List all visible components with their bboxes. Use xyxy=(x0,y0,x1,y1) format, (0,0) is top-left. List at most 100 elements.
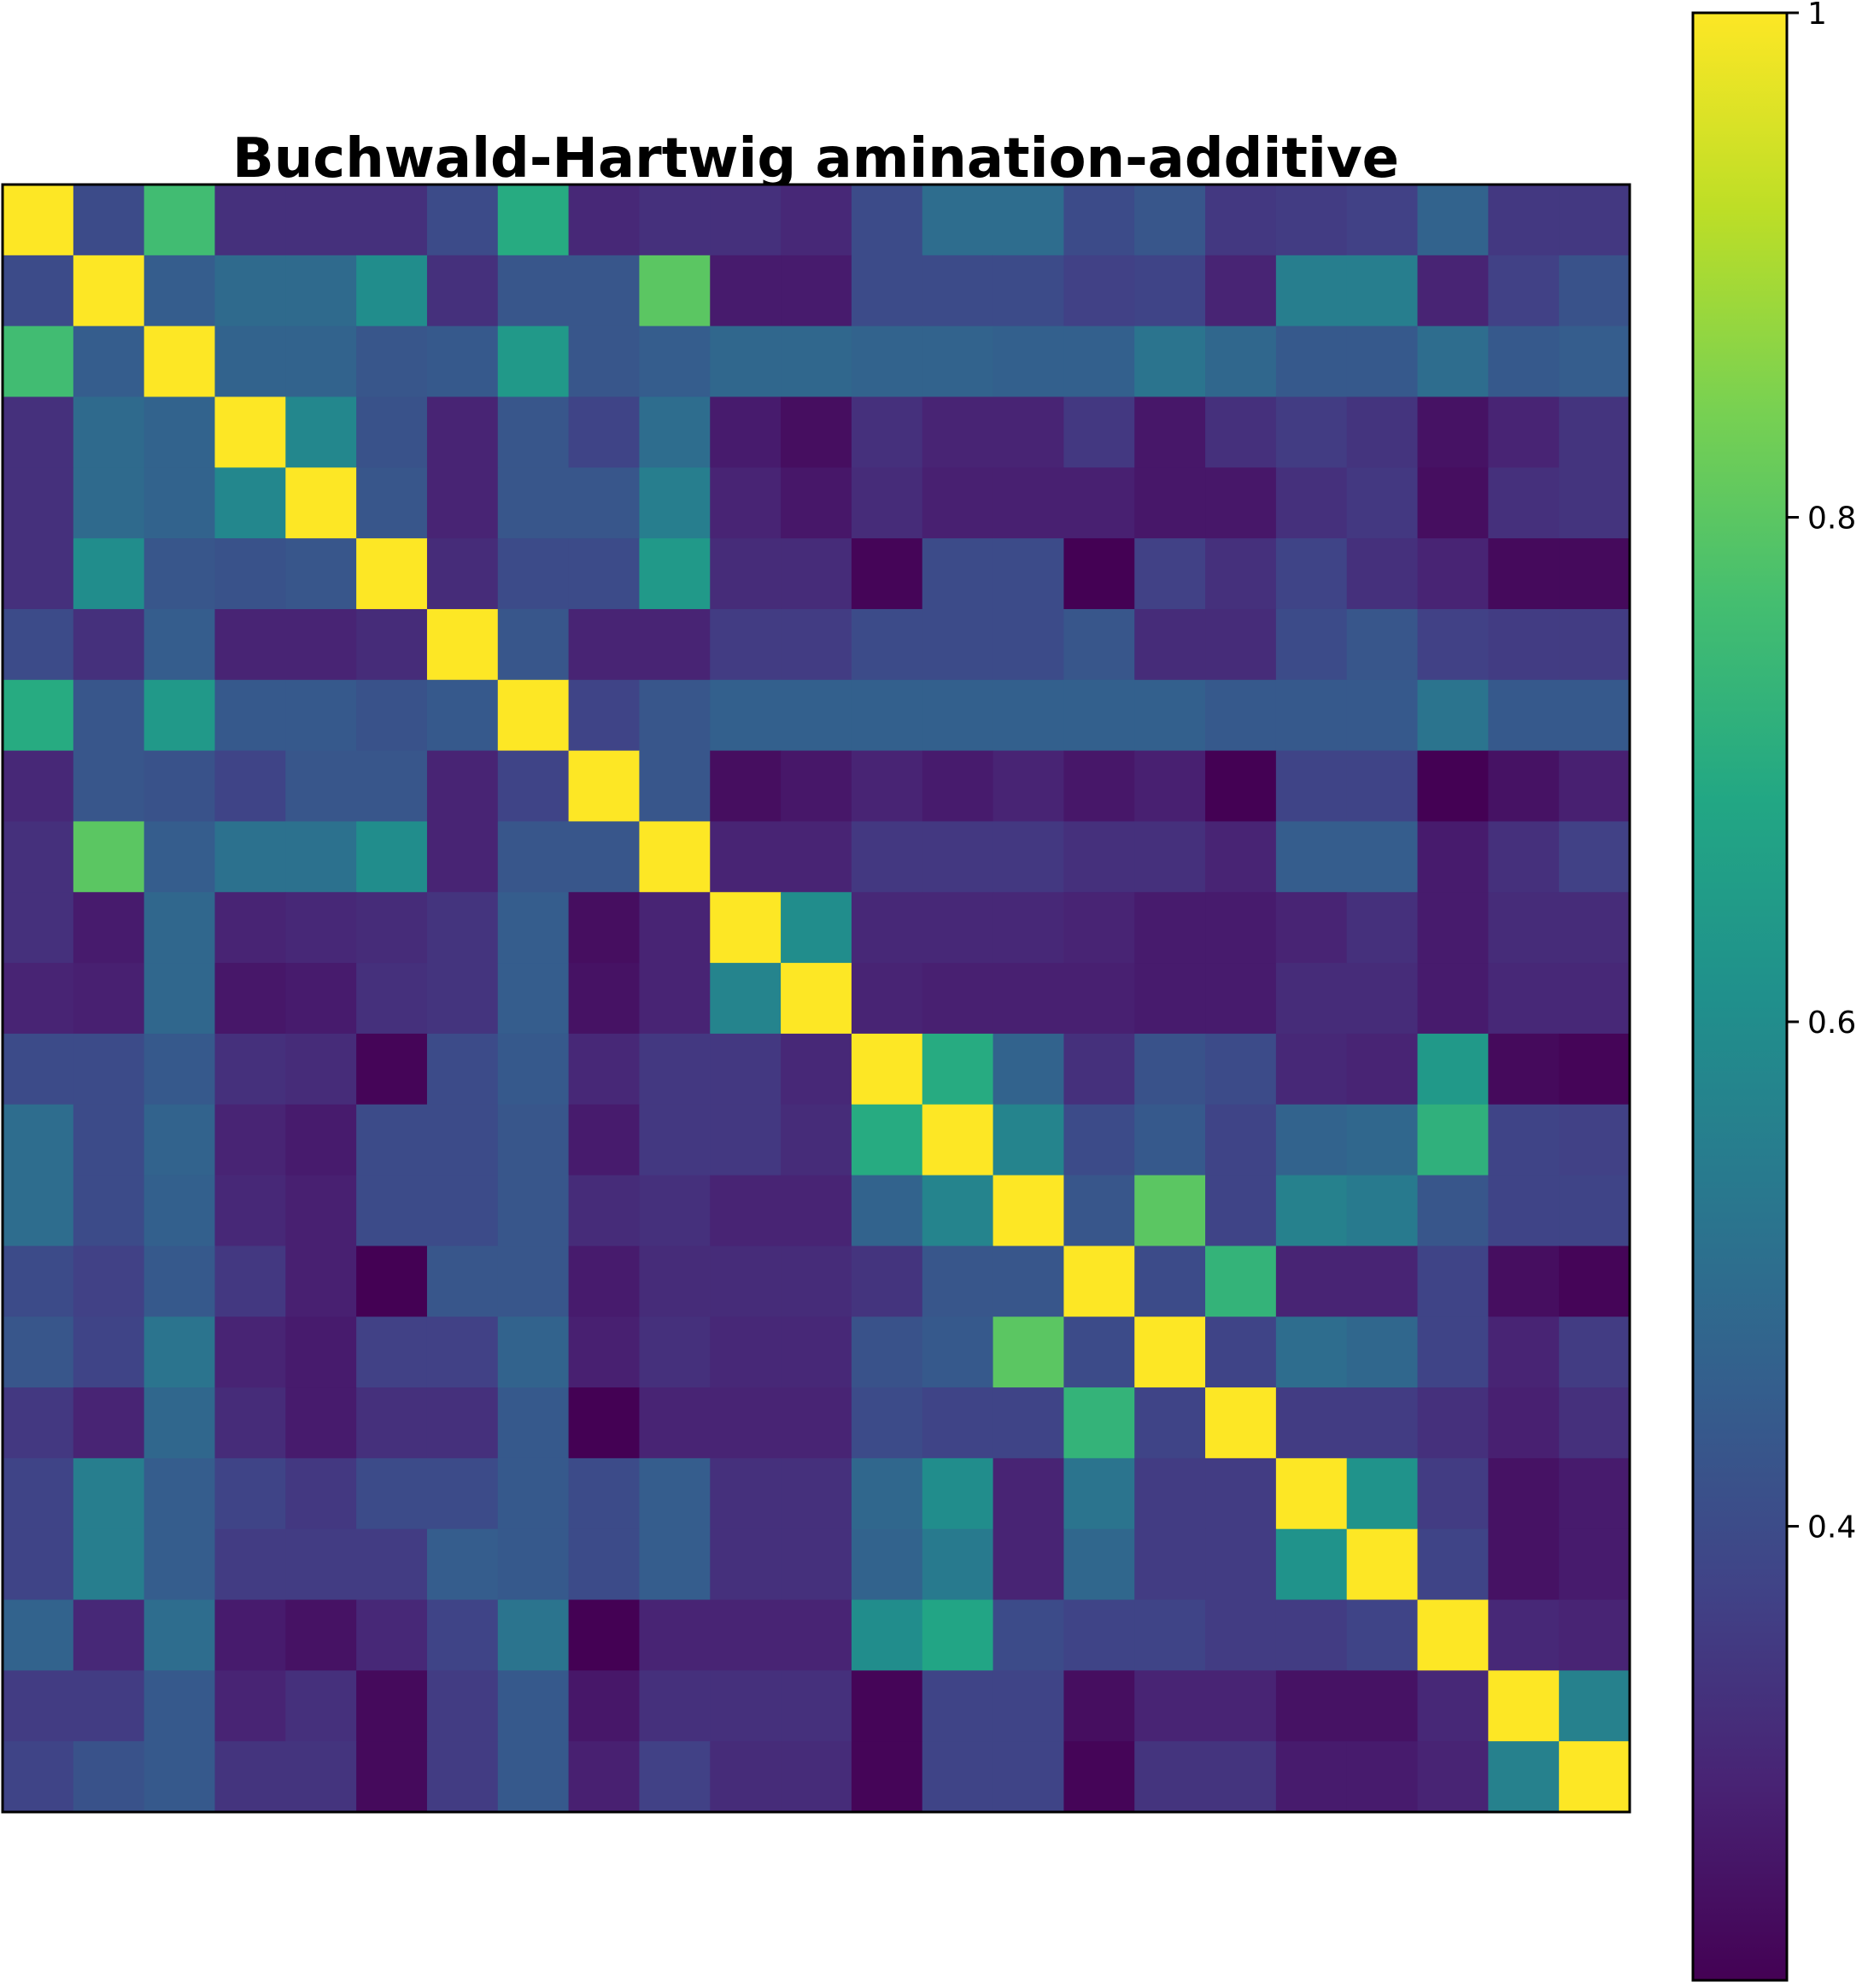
heatmap-cell xyxy=(426,1033,499,1105)
heatmap-cell xyxy=(1063,1670,1135,1742)
heatmap-cell xyxy=(1275,892,1348,964)
heatmap-cell xyxy=(568,1033,641,1105)
heatmap-cell xyxy=(73,892,145,964)
heatmap-cell xyxy=(1063,325,1135,398)
heatmap-cell xyxy=(922,185,994,256)
heatmap-cell xyxy=(1417,467,1489,539)
heatmap-cell xyxy=(639,750,711,823)
heatmap-cell xyxy=(710,325,782,398)
heatmap-cell xyxy=(214,1317,286,1388)
heatmap-cell xyxy=(497,892,570,964)
heatmap-cell xyxy=(1346,892,1419,964)
heatmap-cell xyxy=(710,467,782,539)
heatmap-cell xyxy=(285,1033,357,1105)
heatmap-cell xyxy=(1559,325,1631,398)
heatmap-cell xyxy=(143,608,216,681)
heatmap-cell xyxy=(143,325,216,398)
heatmap-cell xyxy=(1205,1246,1277,1317)
heatmap-cell xyxy=(1063,892,1135,964)
heatmap-cell xyxy=(781,1528,852,1601)
heatmap-cell xyxy=(1417,1387,1489,1459)
heatmap-cell xyxy=(426,1528,499,1601)
heatmap-cell xyxy=(214,1387,286,1459)
heatmap-cell xyxy=(1134,1457,1206,1530)
heatmap-cell xyxy=(1205,1670,1277,1742)
heatmap-cell xyxy=(1346,325,1419,398)
heatmap-cell xyxy=(497,1599,570,1671)
heatmap-cell xyxy=(639,1104,711,1176)
heatmap-cell xyxy=(1205,325,1277,398)
heatmap-cell xyxy=(922,1033,994,1105)
heatmap-cell xyxy=(1417,1175,1489,1246)
heatmap-cell xyxy=(922,1317,994,1388)
heatmap-cell xyxy=(1205,1175,1277,1246)
heatmap-cell xyxy=(1275,821,1348,893)
heatmap-cell xyxy=(1559,467,1631,539)
heatmap-cell xyxy=(1205,255,1277,327)
heatmap-cell xyxy=(1417,963,1489,1035)
heatmap-cell xyxy=(285,1387,357,1459)
heatmap-cell xyxy=(1559,185,1631,256)
heatmap-cell xyxy=(426,1104,499,1176)
colorbar-tick-label: 1 xyxy=(1807,0,1827,32)
heatmap-cell xyxy=(1559,1387,1631,1459)
heatmap-cell xyxy=(73,185,145,256)
heatmap-cell xyxy=(426,1246,499,1317)
heatmap-cell xyxy=(1346,255,1419,327)
chart-title: Buchwald-Hartwig amination-additive xyxy=(232,127,1399,191)
heatmap-cell xyxy=(851,821,923,893)
heatmap-cell xyxy=(568,1175,641,1246)
heatmap-cell xyxy=(851,1246,923,1317)
heatmap-cell xyxy=(922,1387,994,1459)
heatmap-cell xyxy=(922,1246,994,1317)
heatmap-cell xyxy=(1275,963,1348,1035)
heatmap-cell xyxy=(356,325,428,398)
heatmap-cell xyxy=(1205,396,1277,468)
heatmap-cell xyxy=(285,538,357,610)
heatmap-cell xyxy=(922,467,994,539)
heatmap-cell xyxy=(426,538,499,610)
heatmap-cell xyxy=(497,963,570,1035)
heatmap-cell xyxy=(922,325,994,398)
heatmap-cell xyxy=(781,608,852,681)
heatmap-cell xyxy=(3,608,74,681)
heatmap-cell xyxy=(781,1246,852,1317)
heatmap-cell xyxy=(639,467,711,539)
heatmap-cell xyxy=(285,679,357,752)
heatmap-cell xyxy=(3,325,74,398)
heatmap-cell xyxy=(1275,608,1348,681)
heatmap-cell xyxy=(1488,608,1560,681)
heatmap-cell xyxy=(3,1317,74,1388)
heatmap-cell xyxy=(143,467,216,539)
heatmap-cell xyxy=(143,1599,216,1671)
heatmap-cell xyxy=(143,679,216,752)
heatmap-cell xyxy=(426,1387,499,1459)
heatmap-cell xyxy=(73,467,145,539)
heatmap-cell xyxy=(1134,608,1206,681)
heatmap-cell xyxy=(1417,1741,1489,1813)
heatmap-cell xyxy=(781,963,852,1035)
heatmap-cell xyxy=(73,1175,145,1246)
heatmap-cell xyxy=(639,821,711,893)
heatmap-cell xyxy=(851,1599,923,1671)
heatmap-cell xyxy=(639,679,711,752)
heatmap-cell xyxy=(497,679,570,752)
heatmap-cell xyxy=(781,821,852,893)
heatmap-cell xyxy=(1346,821,1419,893)
heatmap-cell xyxy=(1275,255,1348,327)
heatmap-cell xyxy=(1275,1033,1348,1105)
heatmap-cell xyxy=(710,1246,782,1317)
heatmap-cell xyxy=(214,185,286,256)
heatmap-cell xyxy=(851,396,923,468)
heatmap-cell xyxy=(1346,538,1419,610)
heatmap-cell xyxy=(3,255,74,327)
heatmap-cell xyxy=(1063,1175,1135,1246)
heatmap-cell xyxy=(73,255,145,327)
heatmap-cell xyxy=(639,1741,711,1813)
heatmap-cell xyxy=(781,679,852,752)
heatmap-cell xyxy=(851,1104,923,1176)
heatmap-cell xyxy=(568,608,641,681)
heatmap-cell xyxy=(781,1670,852,1742)
heatmap-cell xyxy=(73,325,145,398)
